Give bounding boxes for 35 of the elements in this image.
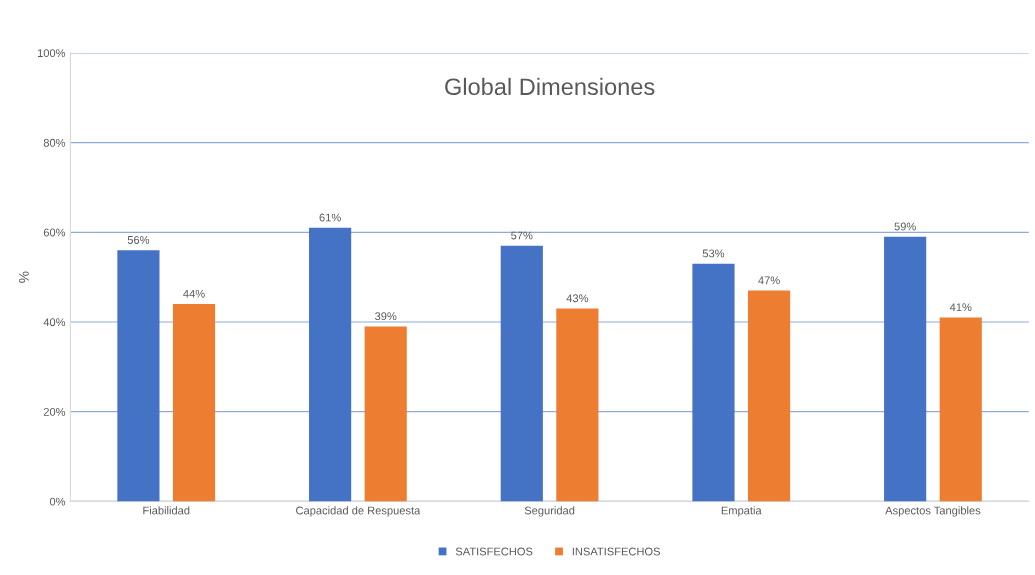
y-tick-label: 20% [43, 407, 66, 416]
data-label: 47% [758, 276, 780, 285]
data-label: 56% [127, 236, 150, 244]
bar [747, 290, 791, 502]
bar [692, 263, 735, 502]
bar [500, 245, 543, 502]
x-tick-label: Seguridad [524, 506, 575, 517]
data-label: 57% [511, 231, 533, 240]
bar [556, 308, 599, 502]
data-label: 59% [894, 222, 916, 231]
bar [172, 304, 216, 502]
bar [884, 236, 927, 502]
data-label: 44% [183, 289, 205, 298]
x-tick-label: Aspectos Tangibles [885, 506, 981, 517]
legend-label: SATISFECHOS [455, 547, 533, 556]
y-tick-label: 0% [49, 497, 66, 506]
data-label: 43% [566, 294, 589, 303]
x-tick-label: Capacidad de Respuesta [296, 506, 421, 517]
data-label: 61% [319, 213, 341, 222]
data-label: 39% [375, 312, 397, 321]
data-label: 41% [949, 303, 972, 312]
bar [117, 250, 160, 502]
y-tick-label: 80% [43, 138, 66, 147]
bar [939, 317, 982, 502]
y-axis-title: % [19, 271, 29, 283]
bar [364, 326, 407, 502]
text: Global Dimensiones [445, 77, 655, 96]
legend-label: INSATISFECHOS [572, 547, 660, 556]
x-tick-label: Fiabilidad [143, 506, 190, 515]
y-tick-label: 100% [37, 49, 66, 58]
data-label: 53% [702, 249, 725, 258]
y-tick-label: 60% [43, 228, 66, 237]
y-tick-label: 40% [43, 318, 66, 327]
bar [309, 227, 352, 502]
x-tick-label: Empatia [721, 506, 762, 517]
